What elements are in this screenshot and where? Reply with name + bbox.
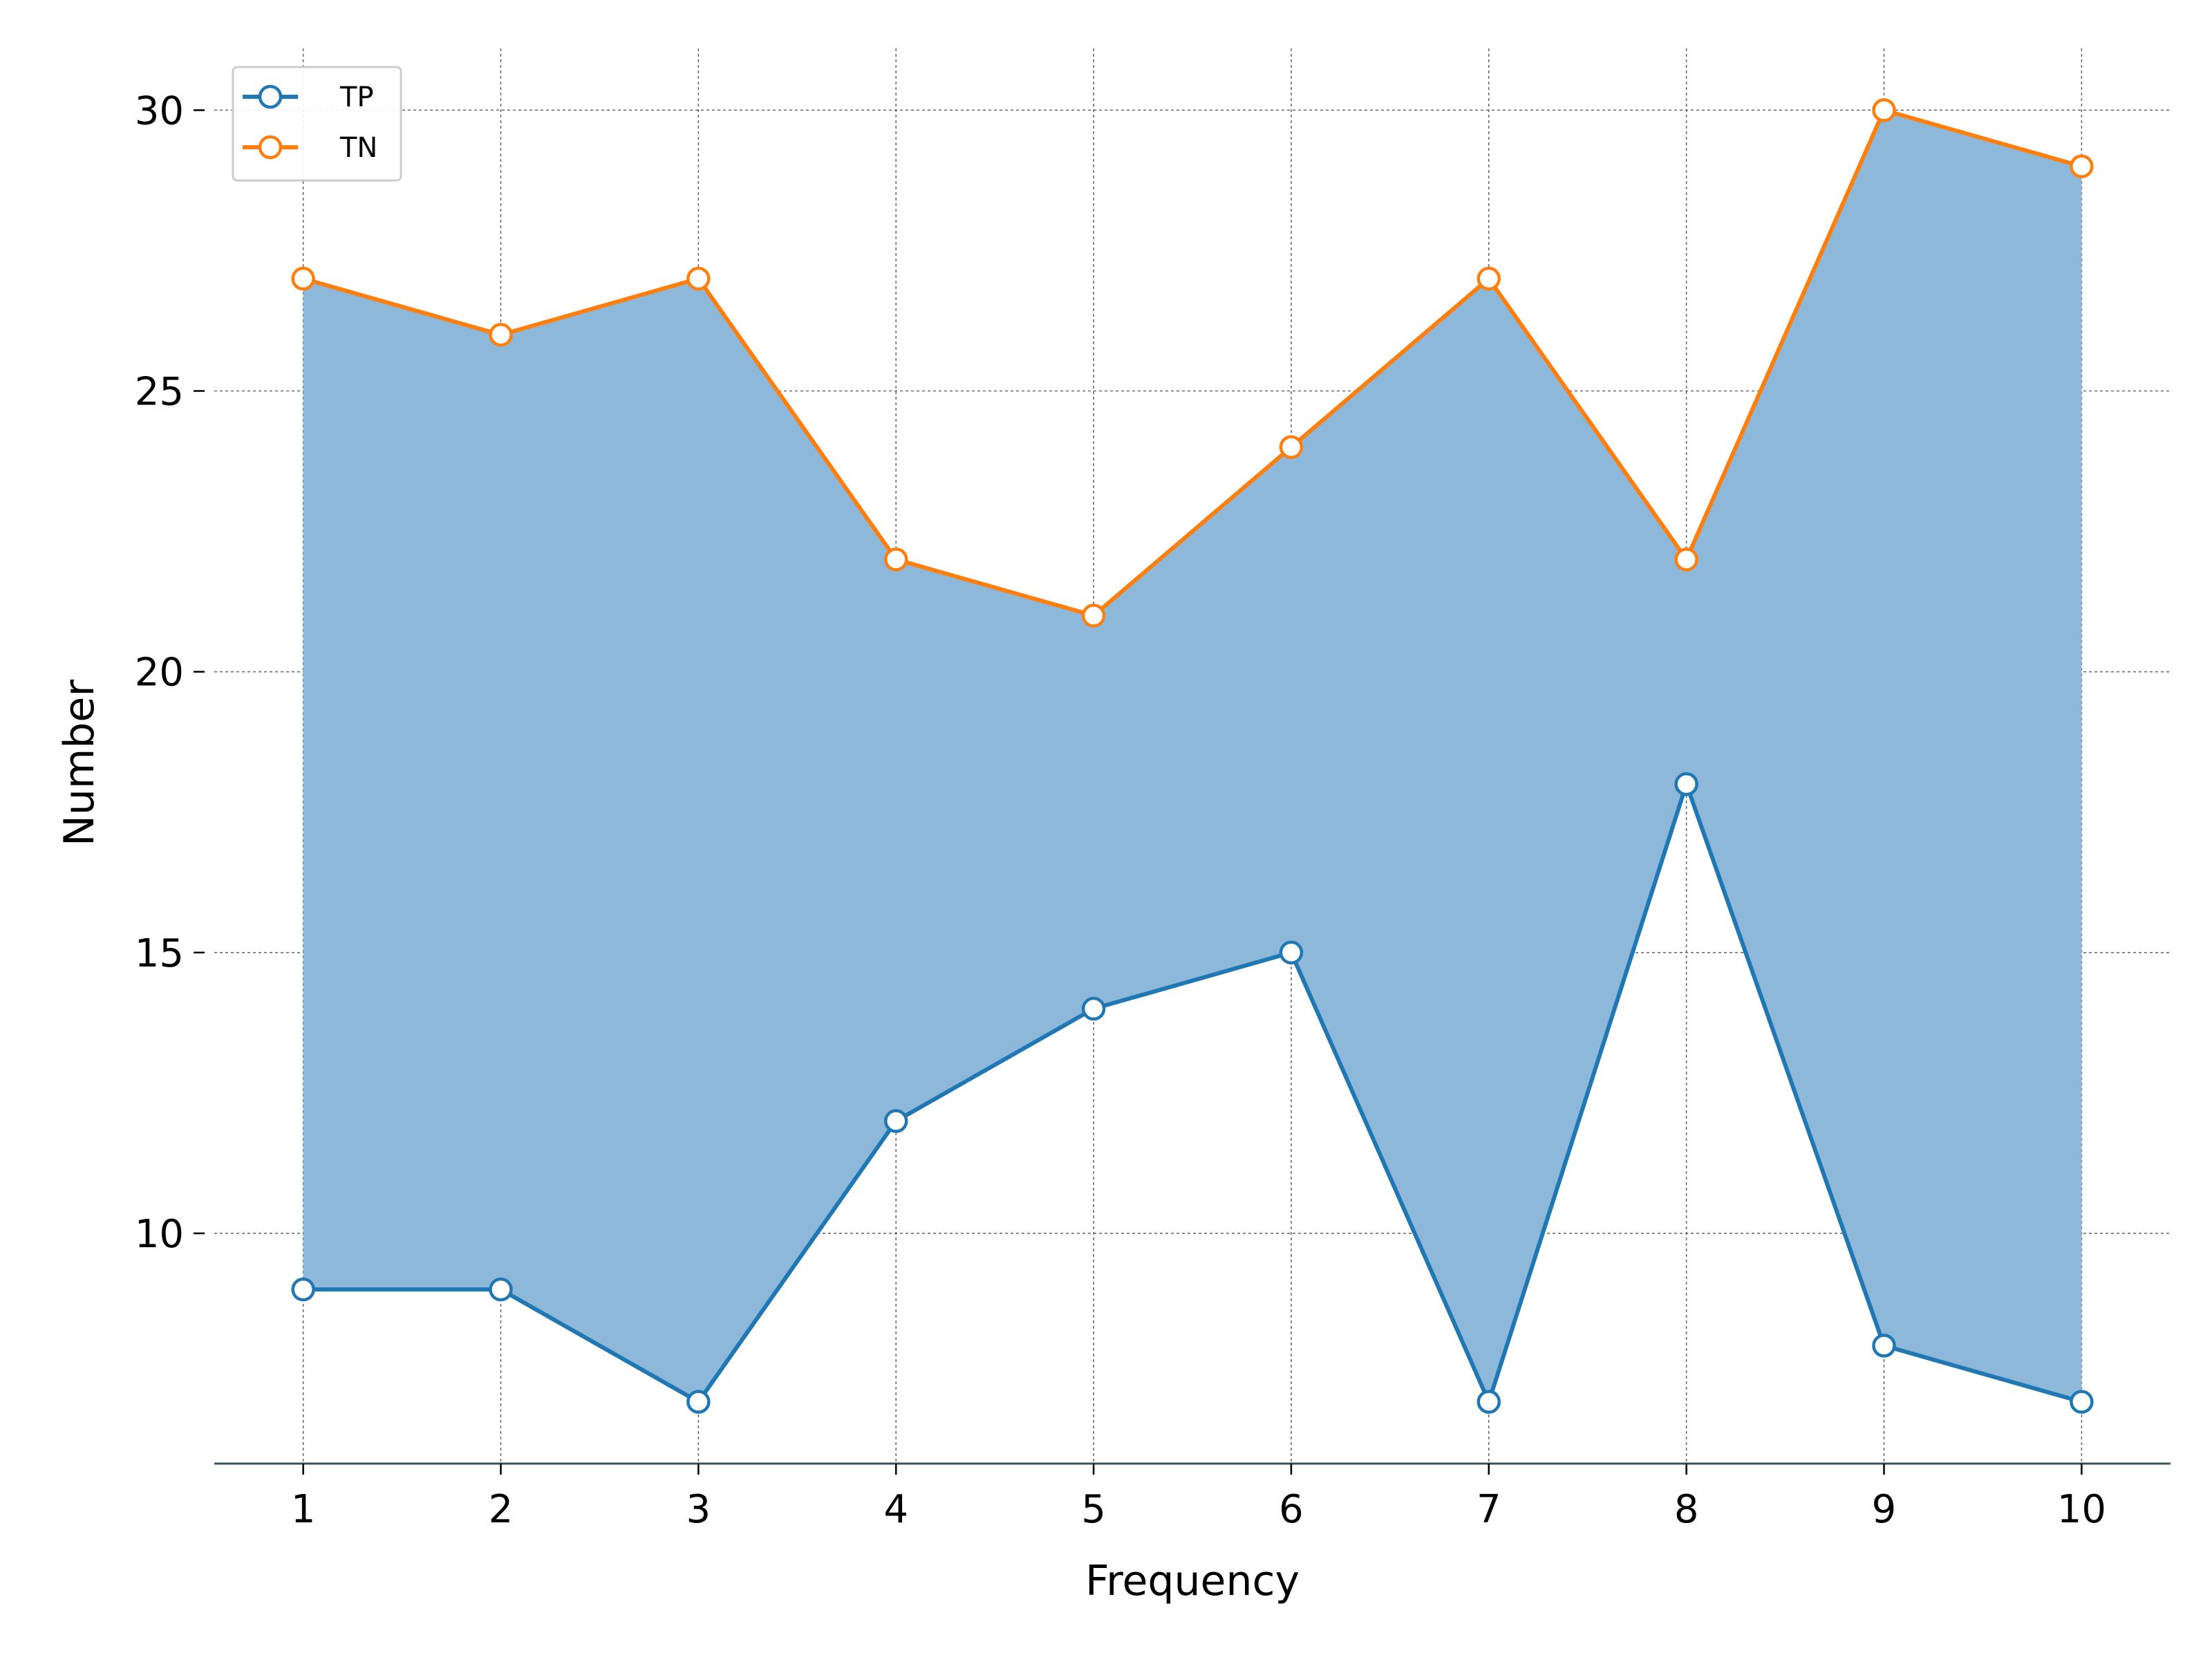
x-tick-label: 6 (1279, 1487, 1304, 1532)
point-tn (489, 323, 513, 347)
x-tick-label: 5 (1081, 1487, 1106, 1532)
y-tick-label: 15 (135, 931, 184, 976)
x-tick-label: 10 (2057, 1487, 2106, 1532)
fill-between-area (303, 110, 2082, 1402)
y-tick-label: 10 (135, 1212, 184, 1257)
legend-marker-tp (258, 84, 283, 109)
point-tp (1872, 1334, 1896, 1358)
y-axis-label: Number (55, 680, 104, 846)
point-tn (1477, 266, 1501, 291)
point-tp (291, 1277, 315, 1302)
fill-layer (303, 110, 2082, 1402)
legend-marker-tn (258, 135, 283, 160)
series-layer (291, 98, 2094, 1414)
series-line-tp (303, 782, 2083, 1404)
x-tick-label: 1 (291, 1487, 316, 1532)
point-tn (1081, 604, 1106, 628)
point-tp (2070, 1390, 2094, 1414)
series-line-tn (302, 108, 2083, 618)
x-axis-label: Frequency (1085, 1557, 1300, 1605)
point-tn (291, 266, 315, 291)
x-tick-label: 2 (489, 1487, 514, 1532)
x-tick-label: 8 (1674, 1487, 1699, 1532)
x-tick-label: 7 (1477, 1487, 1501, 1532)
x-tick-label: 3 (686, 1487, 711, 1532)
point-tp (686, 1390, 711, 1414)
point-tn (1279, 435, 1304, 459)
point-tp (1477, 1390, 1501, 1414)
axes-layer: 1 2 3 4 5 6 7 8 9 10 10 15 20 25 30 (135, 88, 2171, 1532)
point-tp (883, 1109, 908, 1133)
y-tick-label: 25 (135, 370, 184, 415)
label-layer: Frequency Number (55, 680, 1300, 1605)
point-tn (2070, 154, 2094, 178)
point-tp (1279, 940, 1304, 965)
point-tn (686, 266, 711, 291)
point-tp (489, 1277, 513, 1302)
point-tn (1674, 547, 1698, 572)
y-tick-label: 30 (135, 88, 184, 133)
y-tick-label: 20 (135, 651, 184, 695)
point-tn (1872, 98, 1896, 122)
legend-label-tn: TN (339, 132, 377, 164)
point-tp (1081, 996, 1106, 1021)
legend: TP TN (232, 66, 402, 182)
x-tick-label: 4 (883, 1487, 908, 1532)
legend-label-tp: TP (339, 82, 374, 113)
point-tn (883, 547, 908, 572)
x-tick-label: 9 (1872, 1487, 1897, 1532)
point-tp (1674, 772, 1698, 796)
